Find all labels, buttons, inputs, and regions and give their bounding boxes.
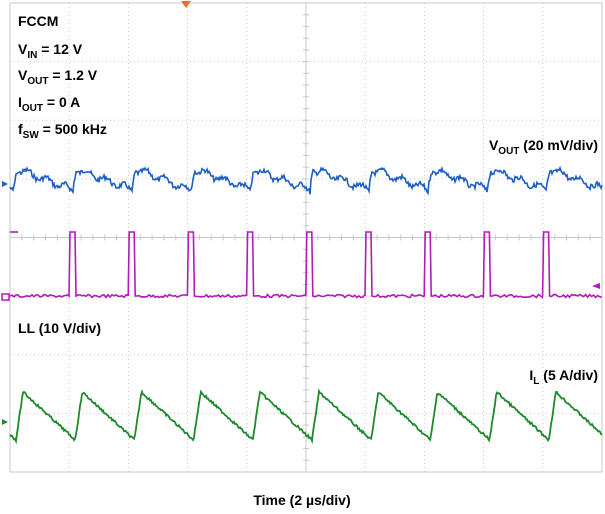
trace-layer — [9, 165, 603, 445]
vout-trace — [9, 165, 603, 196]
il-ground-marker — [2, 419, 8, 425]
series-label-ll: LL (10 V/div) — [18, 320, 101, 336]
trigger-marker — [181, 1, 191, 8]
vin-label: VIN = 12 V — [18, 41, 83, 61]
series-label-vout: VOUT (20 mV/div) — [489, 137, 598, 157]
ll-trigger-level-marker — [592, 283, 600, 289]
mode-label: FCCM — [18, 13, 58, 29]
marker-layer — [1, 1, 600, 425]
il-trace — [9, 388, 603, 445]
fsw-label: fSW = 500 kHz — [18, 121, 107, 141]
vout-label: VOUT = 1.2 V — [18, 67, 98, 87]
x-axis-label: Time (2 µs/div) — [253, 492, 350, 508]
ll-ground-marker — [1, 293, 10, 301]
iout-label: IOUT = 0 A — [18, 94, 80, 114]
series-label-il: IL (5 A/div) — [529, 367, 598, 387]
ll-trace — [9, 231, 602, 299]
vout-ground-marker — [2, 181, 8, 187]
